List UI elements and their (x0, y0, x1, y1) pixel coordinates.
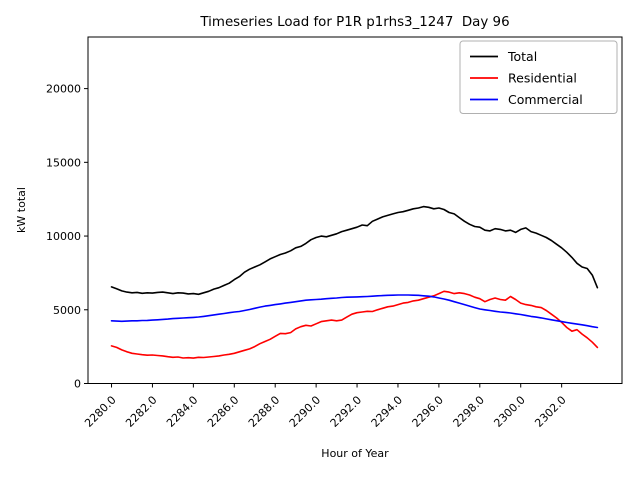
x-axis-label: Hour of Year (321, 447, 389, 460)
y-tick-label: 15000 (46, 156, 81, 169)
x-tick-label: 2300.0 (491, 393, 527, 429)
legend-label: Total (507, 49, 537, 64)
legend-label: Commercial (508, 92, 583, 107)
x-tick-label: 2282.0 (123, 393, 159, 429)
legend-item-total: Total (470, 49, 537, 64)
y-tick-label: 10000 (46, 230, 81, 243)
x-tick-label: 2296.0 (410, 393, 446, 429)
legend-item-commercial: Commercial (470, 92, 583, 107)
y-tick-label: 0 (74, 378, 81, 391)
legend: Total Residential Commercial (459, 40, 618, 114)
x-tick-label: 2298.0 (451, 393, 487, 429)
y-tick-label: 20000 (46, 83, 81, 96)
chart-title: Timeseries Load for P1R p1rhs3_1247 Day … (199, 15, 509, 30)
legend-item-residential: Residential (470, 71, 577, 86)
legend-box (459, 40, 618, 114)
y-tick-label: 5000 (53, 304, 81, 317)
series-line-commercial (110, 294, 599, 329)
x-tick-label: 2288.0 (246, 393, 282, 429)
x-tick-label: 2290.0 (287, 393, 323, 429)
x-tick-label: 2284.0 (164, 393, 200, 429)
x-tick-label: 2280.0 (82, 393, 118, 429)
y-axis-label: kW total (15, 187, 28, 233)
x-tick-label: 2302.0 (532, 393, 568, 429)
axes-spines (87, 36, 623, 384)
x-tick-label: 2292.0 (328, 393, 364, 429)
x-tick-label: 2286.0 (205, 393, 241, 429)
series-line-residential (110, 290, 599, 359)
series-line-total (110, 205, 599, 296)
legend-label: Residential (508, 71, 577, 86)
x-tick-label: 2294.0 (369, 393, 405, 429)
